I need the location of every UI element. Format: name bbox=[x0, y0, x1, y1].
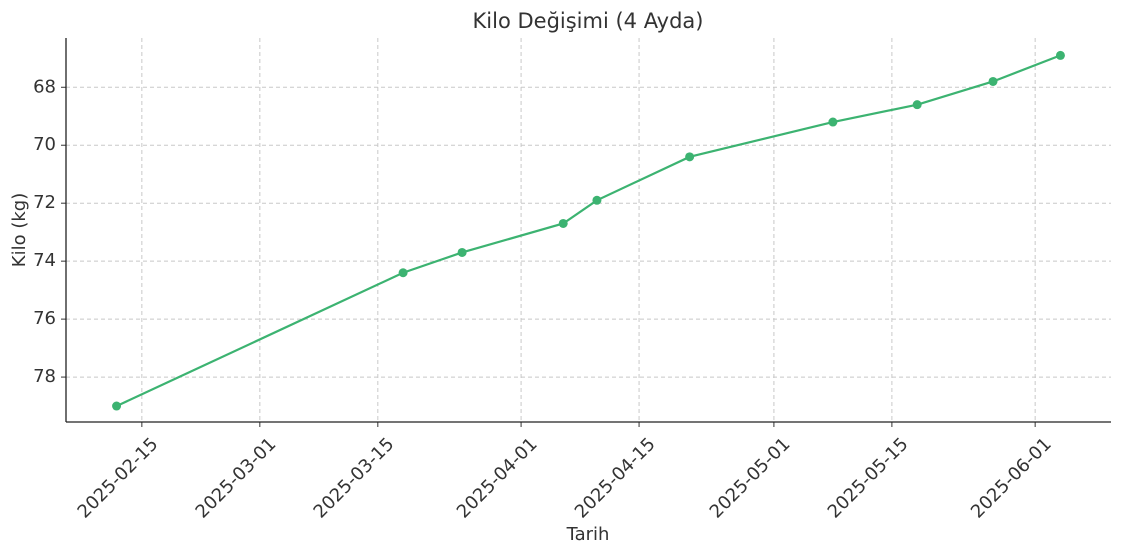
data-point bbox=[457, 247, 467, 257]
y-tick-label: 68 bbox=[33, 76, 56, 97]
data-point bbox=[558, 218, 568, 228]
data-point bbox=[1055, 50, 1065, 60]
y-axis-label: Kilo (kg) bbox=[9, 193, 30, 267]
data-point bbox=[828, 117, 838, 127]
y-tick-label: 74 bbox=[33, 250, 56, 271]
data-point bbox=[685, 152, 695, 162]
x-tick-label: 2025-05-15 bbox=[824, 434, 913, 523]
plot bbox=[112, 50, 1065, 411]
x-tick-label: 2025-06-01 bbox=[967, 434, 1056, 523]
data-point bbox=[592, 195, 602, 205]
grid bbox=[66, 38, 1111, 422]
data-point bbox=[112, 401, 122, 411]
y-tick-label: 72 bbox=[33, 192, 56, 213]
x-tick-label: 2025-03-15 bbox=[310, 434, 399, 523]
y-tick-label: 76 bbox=[33, 308, 56, 329]
data-point bbox=[398, 268, 408, 278]
data-point bbox=[988, 76, 998, 86]
y-tick-label: 70 bbox=[33, 134, 56, 155]
x-tick-label: 2025-03-01 bbox=[192, 434, 281, 523]
x-tick-label: 2025-04-01 bbox=[453, 434, 542, 523]
chart-title: Kilo Değişimi (4 Ayda) bbox=[473, 9, 704, 33]
data-point bbox=[912, 100, 922, 110]
x-axis-label: Tarih bbox=[566, 524, 610, 545]
x-tick-label: 2025-02-15 bbox=[74, 434, 163, 523]
x-tick-label: 2025-05-01 bbox=[706, 434, 795, 523]
y-tick-label: 78 bbox=[33, 366, 56, 387]
x-tick-label: 2025-04-15 bbox=[571, 434, 660, 523]
data-line bbox=[116, 54, 1061, 408]
